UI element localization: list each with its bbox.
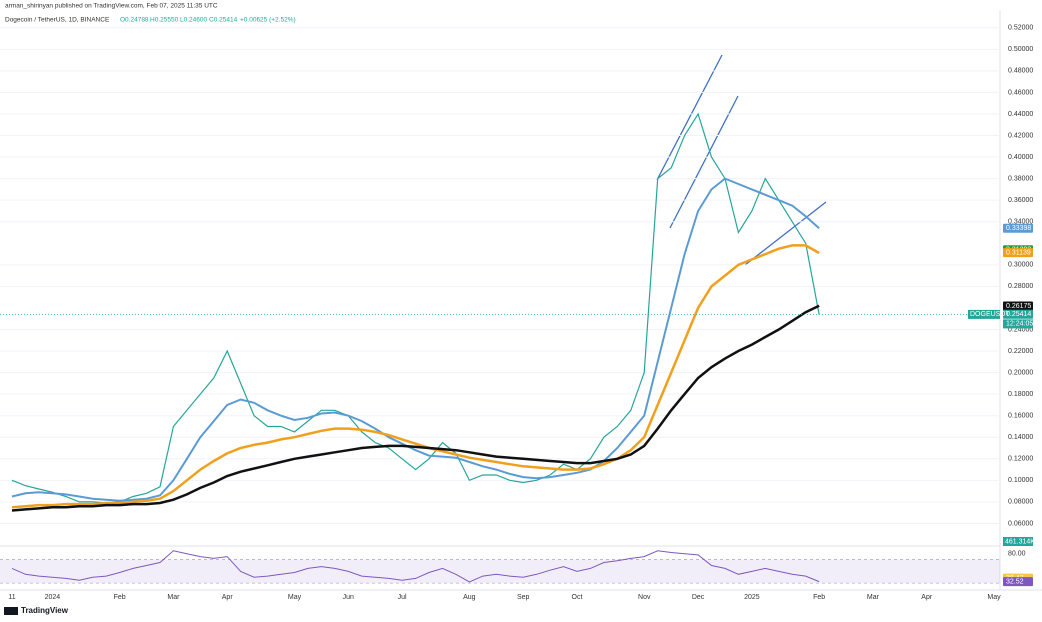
y-tick-label: 0.12000 [1008, 456, 1033, 463]
y-tick-label: 0.36000 [1008, 197, 1033, 204]
series-line [11, 177, 820, 502]
y-tick-label: 0.48000 [1008, 68, 1033, 75]
rsi-band [0, 559, 1000, 584]
trendline [669, 95, 739, 229]
y-tick-label: 0.10000 [1008, 477, 1033, 484]
x-tick-label: Apr [222, 594, 234, 601]
y-tick-label: 0.34000 [1008, 219, 1033, 226]
y-tick-label: 0.28000 [1008, 283, 1033, 290]
y-tick-label: 0.06000 [1008, 520, 1033, 527]
ohlc-low: L0.24600 [180, 17, 207, 24]
x-tick-label: Mar [167, 594, 180, 601]
y-tick-label: 0.14000 [1008, 434, 1033, 441]
y-tick-label: 0.08000 [1008, 499, 1033, 506]
y-tick-label: 0.22000 [1008, 348, 1033, 355]
volume-tag: 461.314K [1005, 538, 1035, 545]
x-tick-label: 11 [8, 594, 15, 601]
y-tick-label: 0.40000 [1008, 154, 1033, 161]
symbol-tag-box [968, 309, 1000, 319]
y-tick-label: 80.00 [1008, 551, 1026, 558]
series-line [11, 304, 820, 512]
x-tick-label: Mar [867, 594, 880, 601]
symbol-tag: DOGEUSDT [970, 311, 1010, 318]
trendline [744, 201, 827, 266]
trendline [656, 54, 723, 181]
x-tick-label: May [987, 594, 1001, 601]
ohlc-open: O0.24788 [120, 17, 149, 24]
x-tick-label: Aug [463, 594, 476, 601]
y-tick-label: 0.18000 [1008, 391, 1033, 398]
price-tag [1003, 309, 1033, 319]
logo: TradingView [21, 606, 69, 615]
logo-mark [4, 607, 18, 615]
price-tag [1003, 577, 1033, 587]
price-tag [1003, 301, 1033, 311]
countdown-box [1003, 319, 1033, 329]
volume-tag-box [1003, 537, 1033, 546]
price-tag [1003, 223, 1033, 233]
y-tick-label: 0.44000 [1008, 111, 1033, 118]
trendlines [656, 54, 827, 266]
x-tick-label: May [288, 594, 302, 601]
y-tick-label: 0.42000 [1008, 132, 1033, 139]
series-line [11, 550, 820, 583]
x-tick-label: Jun [343, 594, 354, 601]
price-tag-label: 0.33398 [1006, 225, 1031, 232]
x-tick-label: Jul [398, 594, 407, 601]
y-tick-label: 0.38000 [1008, 175, 1033, 182]
ohlc-high: H0.25550 [150, 17, 179, 24]
x-tick-label: 2025 [744, 594, 760, 601]
price-tag-label: 0.31139 [1006, 249, 1031, 256]
x-tick-label: Sep [517, 594, 530, 601]
y-tick-label: 0.52000 [1008, 25, 1033, 32]
countdown: 12:24:05 [1006, 321, 1033, 328]
attribution: arman_shirinyan published on TradingView… [5, 3, 218, 10]
x-tick-label: Feb [114, 594, 126, 601]
y-tick-label: 0.24000 [1008, 326, 1033, 333]
y-tick-label: 0.20000 [1008, 369, 1033, 376]
x-tick-label: Apr [921, 594, 933, 601]
series-line [11, 112, 820, 504]
price-tag-label: 32.52 [1006, 578, 1024, 585]
x-tick-label: Oct [572, 594, 583, 601]
change: +0.00625 (+2.52%) [240, 17, 296, 24]
x-tick-label: Dec [692, 594, 705, 601]
x-tick-label: Feb [813, 594, 825, 601]
price-tag-label: 0.26175 [1006, 303, 1031, 310]
y-tick-label: 0.16000 [1008, 413, 1033, 420]
y-tick-label: 0.30000 [1008, 262, 1033, 269]
price-tag [1003, 248, 1033, 258]
ohlc-close: C0.25414 [209, 17, 238, 24]
symbol: Dogecoin / TetherUS, 1D, BINANCE [5, 17, 110, 24]
x-tick-label: Nov [638, 594, 651, 601]
price-tag-label: 0.25414 [1006, 311, 1031, 318]
x-tick-label: 2024 [45, 594, 61, 601]
y-tick-label: 0.46000 [1008, 89, 1033, 96]
series-line [11, 244, 820, 509]
y-tick-label: 0.50000 [1008, 46, 1033, 53]
